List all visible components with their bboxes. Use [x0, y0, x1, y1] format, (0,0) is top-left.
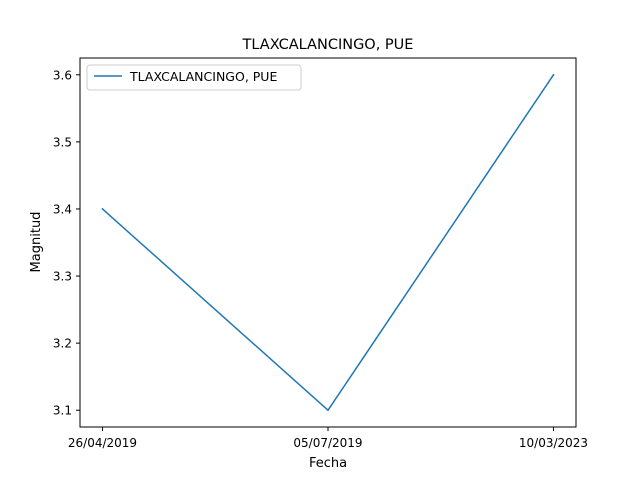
y-tick-label: 3.3	[53, 270, 72, 284]
y-tick-label: 3.5	[53, 135, 72, 149]
y-axis: 3.1 3.2 3.3 3.4 3.5 3.6	[53, 68, 80, 418]
x-axis: 26/04/2019 05/07/2019 10/03/2023	[68, 427, 588, 450]
data-point	[327, 409, 329, 412]
legend-box	[86, 64, 302, 91]
y-tick-label: 3.2	[53, 337, 72, 351]
y-tick-label: 3.6	[53, 68, 72, 82]
chart-title: TLAXCALANCINGO, PUE	[242, 37, 414, 53]
plot-frame	[79, 57, 577, 428]
data-point	[101, 208, 104, 210]
y-axis-label: Magnitud	[29, 212, 44, 273]
x-tick-label: 26/04/2019	[68, 436, 137, 450]
x-tick-label: 05/07/2019	[293, 436, 362, 450]
y-tick-label: 3.4	[53, 202, 72, 216]
y-tick-label: 3.1	[53, 404, 72, 418]
legend: TLAXCALANCINGO, PUE	[86, 64, 302, 91]
legend-label: TLAXCALANCINGO, PUE	[129, 69, 277, 84]
x-tick-label: 10/03/2023	[519, 436, 588, 450]
data-point	[552, 73, 555, 76]
series-layer	[101, 73, 555, 412]
x-axis-label: Fecha	[309, 456, 347, 471]
